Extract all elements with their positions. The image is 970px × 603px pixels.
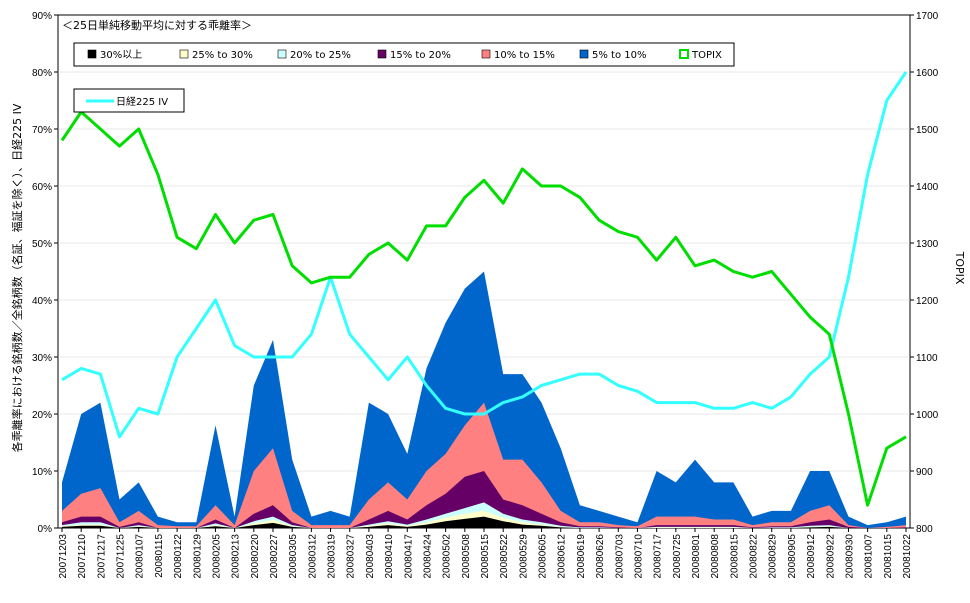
x-tick-label: 20080213	[231, 534, 242, 579]
x-tick-label: 20080410	[384, 534, 395, 579]
area-15-to-20	[62, 471, 906, 528]
x-tick-label: 20080220	[250, 534, 261, 579]
x-axis: 20071203 20071210 20071217 20071225 20080107…	[58, 528, 913, 579]
x-tick-label: 20080801	[691, 534, 702, 579]
area-30-plus	[62, 516, 906, 528]
x-tick-label: 20071203	[58, 534, 69, 579]
y-tick-label-left: 10%	[32, 467, 52, 478]
legend-box-iv	[73, 88, 185, 113]
x-tick-label: 20080529	[518, 534, 529, 579]
x-tick-label: 20080717	[653, 534, 664, 579]
x-tick-label: 20071210	[77, 534, 88, 579]
legend-label: 15% to 20%	[390, 50, 451, 61]
legend-label: 20% to 25%	[290, 50, 351, 61]
y-axis-right: 800 900 1000 1100 1200 1300 1400 1500 1600 1700	[910, 11, 939, 535]
x-tick-label: 20080508	[461, 534, 472, 579]
legend-swatch	[277, 49, 287, 59]
y-tick-label-right: 1300	[916, 239, 939, 250]
x-tick-label: 20080912	[806, 534, 817, 579]
y-tick-label-right: 1600	[916, 68, 939, 79]
legend-label: TOPIX	[691, 50, 722, 61]
x-tick-label: 20080905	[787, 534, 798, 579]
x-tick-label: 20071217	[96, 534, 107, 579]
x-tick-label: 20080205	[212, 534, 223, 579]
legend-label: 10% to 15%	[494, 50, 555, 61]
x-tick-label: 20080403	[365, 534, 376, 579]
x-tick-label: 20080522	[499, 534, 510, 579]
x-tick-label: 20080122	[173, 534, 184, 579]
y-axis-left-title: 各乖離率における銘柄数／全銘柄数（名証、福証を除く）、日経225 IV	[10, 103, 24, 452]
y-tick-label-left: 50%	[32, 239, 52, 250]
x-tick-label: 20080710	[634, 534, 645, 579]
x-tick-label: 20080829	[768, 534, 779, 579]
y-tick-label-right: 1000	[916, 410, 939, 421]
legend-label: 5% to 10%	[592, 50, 647, 61]
legend-swatch	[377, 49, 387, 59]
y-tick-label-right: 1500	[916, 125, 939, 136]
y-tick-label-right: 1700	[916, 11, 939, 22]
y-tick-label-right: 1400	[916, 182, 939, 193]
x-tick-label: 20081015	[883, 534, 894, 579]
legend-swatch	[481, 49, 491, 59]
y-tick-label-right: 1200	[916, 296, 939, 307]
legend-label-iv: 日経225 IV	[116, 95, 168, 108]
y-axis-right-title: TOPIX	[953, 251, 966, 285]
topix-line	[60, 110, 907, 507]
x-tick-label: 20080312	[307, 534, 318, 579]
x-tick-label: 20080626	[595, 534, 606, 579]
x-tick-label: 20081007	[864, 534, 875, 579]
legend-box	[73, 42, 735, 67]
x-tick-label: 20080515	[480, 534, 491, 579]
x-tick-label: 20080129	[192, 534, 203, 579]
legend-label: 25% to 30%	[192, 50, 253, 61]
y-tick-label-left: 80%	[32, 68, 52, 79]
x-tick-label: 20080227	[269, 534, 280, 579]
legend-swatch	[579, 49, 589, 59]
legend-label: 30%以上	[100, 49, 142, 61]
x-tick-label: 20080319	[327, 534, 338, 579]
legend-iv: 日経225 IV	[86, 95, 168, 108]
x-tick-label: 20080822	[749, 534, 760, 579]
legend: 30%以上 25% to 30% 20% to 25% 15% to 20% 10% t…	[87, 49, 722, 61]
x-tick-label: 20080815	[729, 534, 740, 579]
x-tick-label: 20080808	[710, 534, 721, 579]
nikkei-iv-line	[61, 71, 908, 439]
area-10-to-15	[62, 402, 906, 528]
legend-swatch	[87, 49, 97, 59]
x-tick-label: 20080922	[825, 534, 836, 579]
x-tick-label: 20080930	[845, 534, 856, 579]
y-tick-label-left: 0%	[38, 524, 53, 535]
y-tick-label-left: 90%	[32, 11, 52, 22]
x-tick-label: 20080619	[576, 534, 587, 579]
legend-swatch	[679, 49, 689, 59]
y-tick-label-left: 70%	[32, 125, 52, 136]
x-tick-label: 20080305	[288, 534, 299, 579]
x-tick-label: 20080417	[403, 534, 414, 579]
x-tick-label: 20080502	[442, 534, 453, 579]
y-tick-label-left: 60%	[32, 182, 52, 193]
x-tick-label: 20080605	[538, 534, 549, 579]
x-tick-label: 20080424	[423, 534, 434, 579]
y-tick-label-right: 900	[916, 467, 933, 478]
x-tick-label: 20080725	[672, 534, 683, 579]
legend-swatch	[179, 49, 189, 59]
x-tick-label: 20080703	[614, 534, 625, 579]
y-tick-label-right: 800	[916, 524, 933, 535]
y-tick-label-left: 40%	[32, 296, 52, 307]
x-tick-label: 20081022	[902, 534, 913, 579]
series-lines	[60, 71, 908, 507]
chart-title: ＜25日単純移動平均に対する乖離率＞	[62, 18, 252, 32]
x-tick-label: 20080115	[154, 534, 165, 578]
y-axis-left: 0% 10% 20% 30% 40% 50% 60% 70% 80% 90%	[32, 11, 58, 535]
x-tick-label: 20071225	[116, 534, 127, 579]
y-tick-label-right: 1100	[916, 353, 938, 364]
stacked-areas	[62, 271, 906, 528]
x-tick-label: 20080107	[135, 534, 146, 579]
x-tick-label: 20080612	[557, 534, 568, 579]
x-tick-label: 20080327	[346, 534, 357, 579]
y-tick-label-left: 20%	[32, 410, 52, 421]
y-tick-label-left: 30%	[32, 353, 52, 364]
